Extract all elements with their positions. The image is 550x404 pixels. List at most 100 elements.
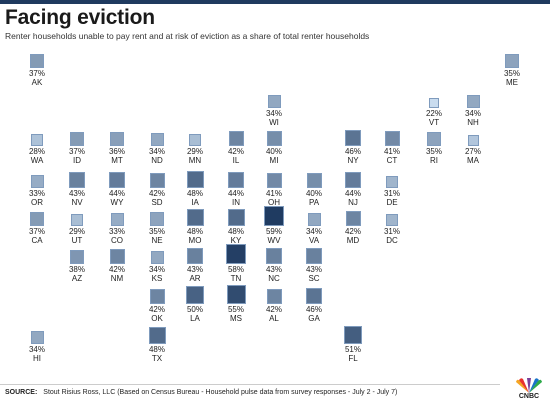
state-tile-id: 37% ID	[58, 132, 96, 165]
state-tile-ky: 48% KY	[217, 209, 255, 245]
state-value-label: 40%	[305, 189, 322, 198]
state-tile-vt: 22% VT	[415, 98, 453, 127]
state-tile-ca: 37% CA	[18, 212, 56, 245]
state-abbr-label: AL	[269, 314, 279, 323]
state-tile-ga: 46% GA	[295, 288, 333, 323]
state-abbr-label: PA	[308, 198, 320, 207]
state-tile-wi: 34% WI	[255, 95, 293, 127]
state-abbr-label: NV	[71, 198, 83, 207]
state-tile-mo: 48% MO	[176, 209, 214, 245]
state-value-label: 29%	[186, 147, 203, 156]
state-tile-ct: 41% CT	[373, 131, 411, 165]
state-value-label: 43%	[305, 265, 322, 274]
state-square	[345, 130, 361, 146]
state-value-label: 33%	[108, 227, 125, 236]
state-abbr-label: MS	[230, 314, 242, 323]
state-abbr-label: WY	[110, 198, 124, 207]
state-abbr-label: ND	[151, 156, 163, 165]
state-tile-in: 44% IN	[217, 172, 255, 207]
state-tile-ia: 48% IA	[176, 171, 214, 207]
source-text: Stout Risius Ross, LLC (Based on Census …	[43, 389, 398, 396]
state-abbr-label: GA	[308, 314, 320, 323]
state-tile-mt: 36% MT	[98, 132, 136, 165]
state-square	[384, 131, 400, 146]
state-value-label: 35%	[503, 69, 520, 78]
state-tile-nc: 43% NC	[255, 248, 293, 283]
footer-divider	[0, 384, 500, 385]
state-tile-ak: 37% AK	[18, 54, 56, 87]
state-value-label: 35%	[425, 147, 442, 156]
state-tile-mn: 29% MN	[176, 134, 214, 165]
state-square	[427, 132, 441, 146]
state-tile-ms: 55% MS	[217, 285, 255, 323]
state-abbr-label: KY	[230, 236, 242, 245]
state-tile-nm: 42% NM	[98, 249, 136, 283]
state-square	[228, 131, 244, 146]
state-value-label: 43%	[68, 189, 85, 198]
state-value-label: 41%	[383, 147, 400, 156]
state-abbr-label: AK	[31, 78, 43, 87]
state-square	[186, 171, 204, 188]
state-value-label: 44%	[227, 189, 244, 198]
state-square	[109, 172, 125, 188]
state-value-label: 42%	[344, 227, 361, 236]
state-square	[227, 209, 245, 226]
state-abbr-label: VT	[428, 118, 440, 127]
state-square	[344, 326, 362, 344]
state-value-label: 27%	[464, 147, 481, 156]
state-square	[226, 244, 246, 264]
state-tile-az: 38% AZ	[58, 250, 96, 283]
state-tile-map: 37% AK 35% ME 34% WI 22% VT 34% NH 28% WA 37% ID 36% MT…	[0, 44, 550, 378]
state-square	[186, 286, 204, 304]
state-tile-dc: 31% DC	[373, 214, 411, 245]
state-abbr-label: CO	[111, 236, 123, 245]
state-tile-wy: 44% WY	[98, 172, 136, 207]
state-tile-wa: 28% WA	[18, 134, 56, 165]
state-value-label: 37%	[68, 147, 85, 156]
state-tile-fl: 51% FL	[334, 326, 372, 363]
state-value-label: 50%	[186, 305, 203, 314]
state-abbr-label: VA	[308, 236, 320, 245]
state-value-label: 29%	[68, 227, 85, 236]
state-value-label: 51%	[344, 345, 361, 354]
state-square	[429, 98, 439, 108]
state-square	[150, 212, 164, 226]
state-value-label: 48%	[148, 345, 165, 354]
state-square	[186, 209, 204, 226]
state-tile-nd: 34% ND	[138, 133, 176, 165]
state-square	[307, 213, 321, 226]
state-value-label: 31%	[383, 227, 400, 236]
state-tile-co: 33% CO	[98, 213, 136, 245]
state-value-label: 34%	[148, 147, 165, 156]
state-square	[110, 213, 124, 226]
state-tile-tx: 48% TX	[138, 327, 176, 363]
state-square	[266, 248, 282, 264]
state-value-label: 43%	[265, 265, 282, 274]
state-tile-ri: 35% RI	[415, 132, 453, 165]
state-value-label: 42%	[265, 305, 282, 314]
state-abbr-label: KS	[151, 274, 163, 283]
state-square	[110, 132, 124, 146]
state-tile-mi: 40% MI	[255, 131, 293, 165]
state-tile-ks: 34% KS	[138, 251, 176, 283]
state-abbr-label: NY	[347, 156, 359, 165]
state-value-label: 58%	[227, 265, 244, 274]
state-abbr-label: DE	[386, 198, 398, 207]
state-square	[69, 172, 85, 188]
state-square	[148, 327, 166, 344]
state-square	[149, 289, 165, 304]
state-square	[150, 133, 164, 146]
state-tile-pa: 40% PA	[295, 173, 333, 207]
state-abbr-label: OH	[268, 198, 280, 207]
state-square	[70, 132, 84, 146]
state-abbr-label: MT	[111, 156, 123, 165]
source-label: SOURCE:	[5, 389, 38, 396]
state-tile-al: 42% AL	[255, 289, 293, 323]
state-abbr-label: NM	[110, 274, 124, 283]
state-tile-de: 31% DE	[373, 176, 411, 207]
chart-subtitle: Renter households unable to pay rent and…	[5, 31, 370, 41]
state-tile-sd: 42% SD	[138, 173, 176, 207]
source-note: SOURCE: Stout Risius Ross, LLC (Based on …	[5, 389, 397, 396]
state-value-label: 34%	[265, 109, 282, 118]
state-abbr-label: IA	[191, 198, 199, 207]
